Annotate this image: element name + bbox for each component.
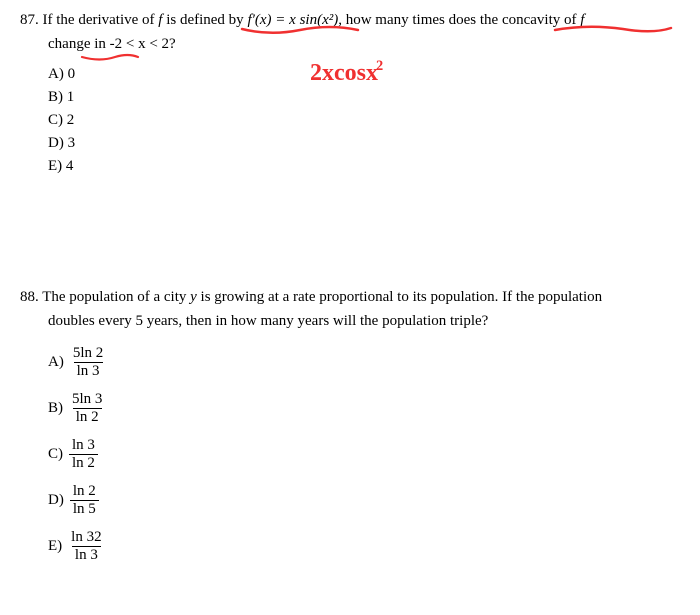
q88-line2: doubles every 5 years, then in how many … [48,309,700,333]
q88-a-label: A) [48,354,64,371]
q87-option-c: C) 2 [48,112,700,129]
q88-d-num: ln 2 [70,483,99,500]
q88-option-b: B) 5ln 3 ln 2 [48,391,700,425]
q88-a-frac: 5ln 2 ln 3 [70,345,106,379]
q87-option-e: E) 4 [48,158,700,175]
q88-option-d: D) ln 2 ln 5 [48,483,700,517]
handnote-sup: 2 [376,58,383,74]
q88-d-frac: ln 2 ln 5 [70,483,99,517]
q88-b-den: ln 2 [73,408,102,426]
q88-option-a: A) 5ln 2 ln 3 [48,345,700,379]
q88-option-e: E) ln 32 ln 3 [48,529,700,563]
q88-b-num: 5ln 3 [69,391,105,408]
q88-e-label: E) [48,538,62,555]
annotation-underline-3 [80,52,140,64]
q87-option-d: D) 3 [48,135,700,152]
q88-l1a: The population of a city [42,289,190,305]
q88-text: 88. The population of a city y is growin… [20,285,700,333]
q88-e-den: ln 3 [72,546,101,564]
q87-number: 87. [20,12,39,28]
q88-l1b: is growing at a rate proportional to its… [197,289,602,305]
q88-options: A) 5ln 2 ln 3 B) 5ln 3 ln 2 C) ln 3 ln 2… [48,345,700,563]
q88-b-frac: 5ln 3 ln 2 [69,391,105,425]
q88-e-frac: ln 32 ln 3 [68,529,104,563]
q88-d-den: ln 5 [70,500,99,518]
question-88: 88. The population of a city y is growin… [20,285,700,563]
q87-l1a: If the derivative of [43,12,159,28]
q88-y: y [190,289,197,305]
q88-a-num: 5ln 2 [70,345,106,362]
q88-c-label: C) [48,446,63,463]
q88-c-frac: ln 3 ln 2 [69,437,98,471]
q88-d-label: D) [48,492,64,509]
q88-option-c: C) ln 3 ln 2 [48,437,700,471]
handnote-text: 2xcosx [310,60,378,86]
annotation-handwriting: 2xcosx2 [310,60,385,87]
q87-option-b: B) 1 [48,89,700,106]
q88-c-num: ln 3 [69,437,98,454]
q87-l1c: , how many times does the concavity of [338,12,580,28]
q88-number: 88. [20,289,39,305]
q88-a-den: ln 3 [74,362,103,380]
q88-c-den: ln 2 [69,454,98,472]
q88-b-label: B) [48,400,63,417]
annotation-underline-2 [553,24,673,38]
q87-l1b: is defined by [162,12,247,28]
annotation-underline-1 [240,24,360,38]
q88-e-num: ln 32 [68,529,104,546]
